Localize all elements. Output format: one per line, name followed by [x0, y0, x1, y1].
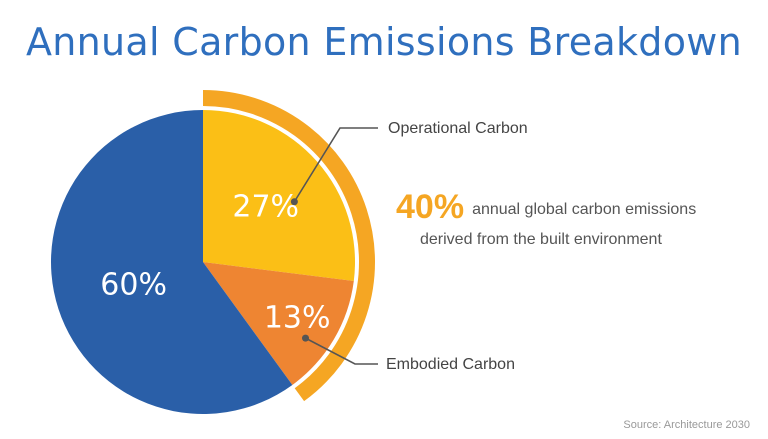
highlight-arc: [202, 90, 375, 402]
slice-operational-carbon: [203, 110, 355, 282]
annotation-text-line2: derived from the built environment: [420, 231, 662, 248]
highlight-arc-group: [202, 90, 375, 402]
callout-operational-carbon: Operational Carbon: [388, 120, 528, 137]
label-embodied-pct: 13%: [264, 301, 331, 336]
source-note: Source: Architecture 2030: [623, 419, 750, 431]
pie-slices: [50, 110, 355, 415]
annotation-value: 40%: [396, 188, 465, 226]
leader-lines: [290, 127, 378, 365]
slice-embodied-carbon: [203, 262, 354, 385]
leader-line-embodied: [305, 337, 378, 365]
label-operational-pct: 27%: [232, 190, 299, 225]
slice-other: [50, 110, 293, 415]
annotation-text-line1: annual global carbon emissions: [472, 201, 697, 218]
annotation-block: 40% annual global carbon emissions derive…: [396, 190, 768, 255]
slice-labels: 27% 13% 60%: [100, 190, 330, 336]
chart-title: Annual Carbon Emissions Breakdown: [25, 20, 743, 64]
leader-line-operational: [293, 127, 378, 203]
label-other-pct: 60%: [100, 268, 167, 303]
callout-embodied-carbon: Embodied Carbon: [386, 356, 515, 373]
